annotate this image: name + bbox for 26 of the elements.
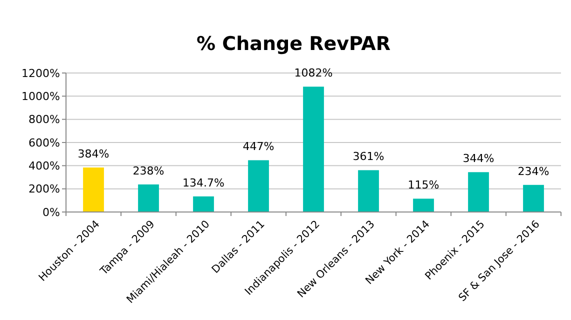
bar — [523, 184, 544, 212]
bar — [83, 168, 104, 212]
bar — [138, 184, 159, 212]
y-tick-label: 1200% — [22, 66, 60, 80]
bar — [248, 160, 269, 212]
data-label: 384% — [78, 148, 110, 161]
data-label: 447% — [242, 140, 274, 154]
data-label: 238% — [132, 164, 164, 178]
bar — [303, 86, 324, 212]
y-tick-label: 1000% — [22, 90, 60, 104]
y-tick-label: 600% — [28, 136, 60, 150]
data-label: 361% — [352, 150, 384, 164]
data-label: 1082% — [294, 66, 333, 80]
data-label: 234% — [518, 164, 550, 178]
data-label: 134.7% — [182, 176, 224, 190]
data-label: 115% — [408, 178, 440, 192]
bar — [413, 198, 434, 212]
y-tick-label: 400% — [28, 160, 60, 173]
y-tick-label: 800% — [28, 113, 60, 126]
data-label: 344% — [462, 152, 494, 166]
y-tick-label: 200% — [28, 182, 60, 196]
bar — [193, 196, 214, 212]
y-tick-label: 0% — [42, 206, 60, 219]
chart-title: % Change RevPAR — [196, 33, 391, 55]
bar — [468, 172, 489, 212]
bar — [358, 170, 379, 212]
